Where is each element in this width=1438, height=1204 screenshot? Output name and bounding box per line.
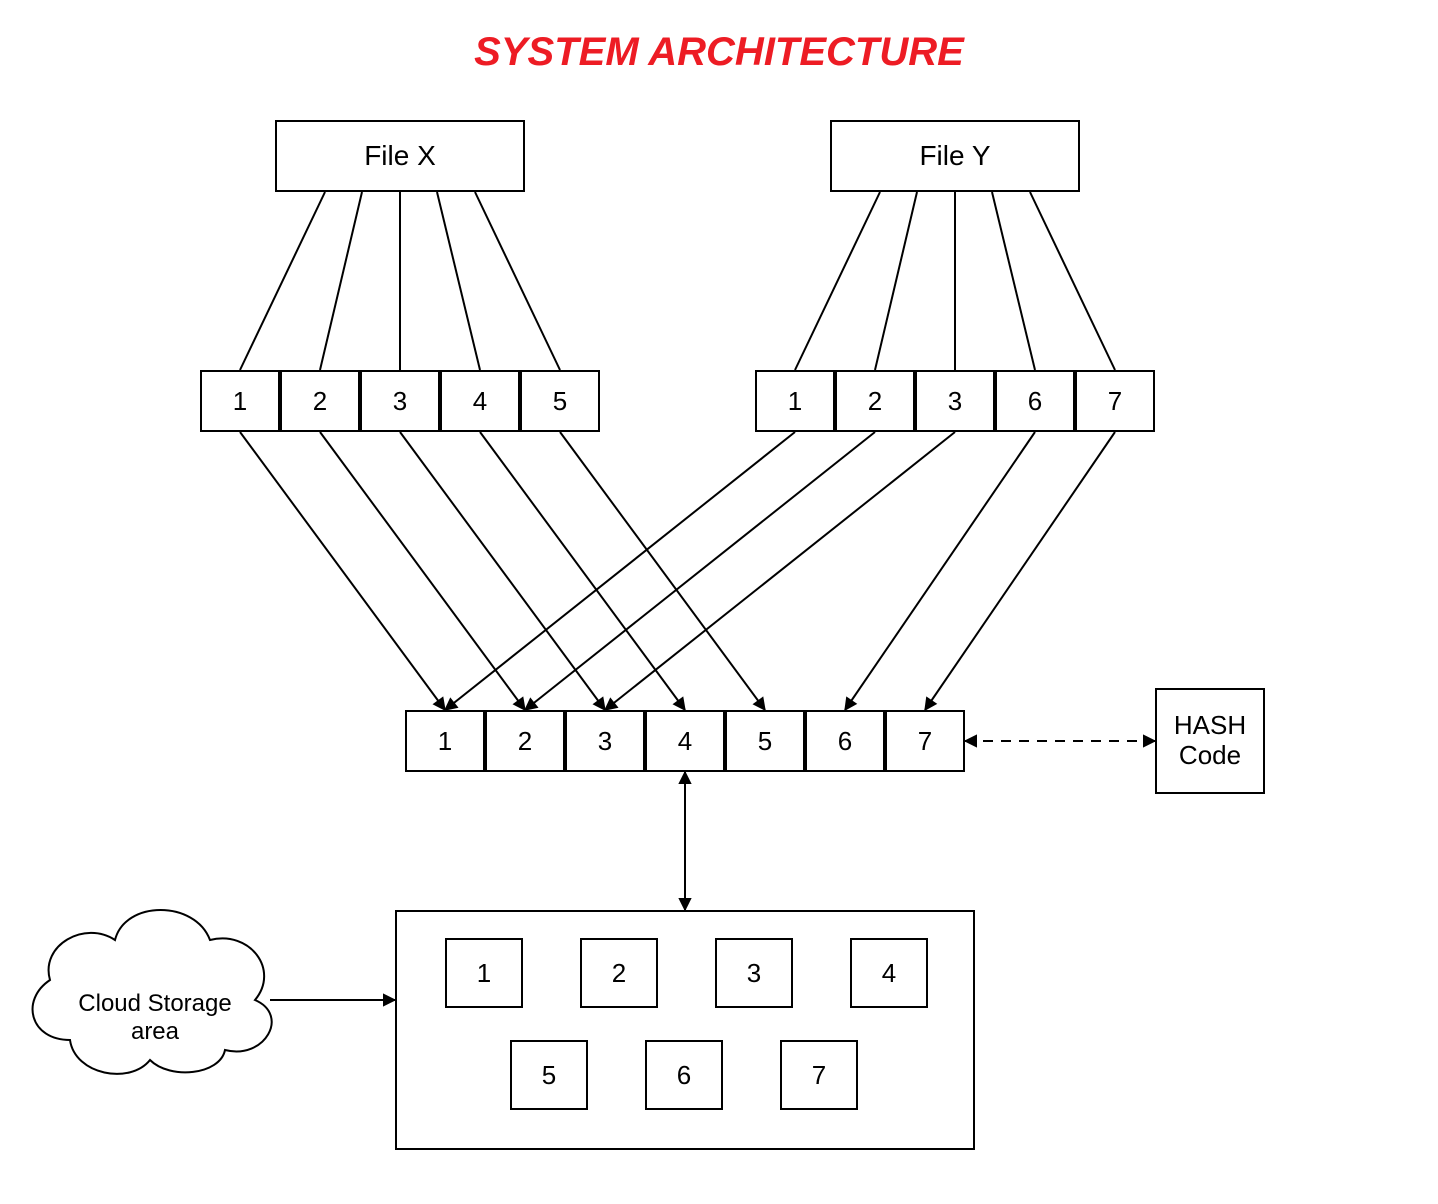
row-y-cell-2: 3 <box>915 370 995 432</box>
row-x-cell-2: 3 <box>360 370 440 432</box>
file-x-box: File X <box>275 120 525 192</box>
cloud-label-1: Cloud Storage <box>78 990 231 1017</box>
row-y-cell-3: 6 <box>995 370 1075 432</box>
merged-cell-5: 6 <box>805 710 885 772</box>
storage-top-0: 1 <box>445 938 523 1008</box>
file-x-label: File X <box>364 140 436 172</box>
merged-cell-2: 3 <box>565 710 645 772</box>
row-y-cell-4: 7 <box>1075 370 1155 432</box>
row-x-cell-0: 1 <box>200 370 280 432</box>
storage-bottom-1: 6 <box>645 1040 723 1110</box>
diagram-title: SYSTEM ARCHITECTURE <box>0 30 1438 75</box>
storage-top-3: 4 <box>850 938 928 1008</box>
hash-code-box: HASH Code <box>1155 688 1265 794</box>
storage-top-1: 2 <box>580 938 658 1008</box>
cloud-label-2: area <box>131 1018 179 1045</box>
file-y-box: File Y <box>830 120 1080 192</box>
storage-bottom-0: 5 <box>510 1040 588 1110</box>
hash-label-1: HASH <box>1174 710 1246 740</box>
merged-cell-0: 1 <box>405 710 485 772</box>
merged-cell-6: 7 <box>885 710 965 772</box>
hash-label-2: Code <box>1179 740 1241 770</box>
row-y-cell-1: 2 <box>835 370 915 432</box>
file-y-label: File Y <box>919 140 990 172</box>
row-x-cell-3: 4 <box>440 370 520 432</box>
merged-cell-3: 4 <box>645 710 725 772</box>
storage-bottom-2: 7 <box>780 1040 858 1110</box>
merged-cell-4: 5 <box>725 710 805 772</box>
row-x-cell-4: 5 <box>520 370 600 432</box>
merged-cell-1: 2 <box>485 710 565 772</box>
row-y-cell-0: 1 <box>755 370 835 432</box>
cloud-label: Cloud Storage area <box>70 990 240 1046</box>
storage-top-2: 3 <box>715 938 793 1008</box>
row-x-cell-1: 2 <box>280 370 360 432</box>
